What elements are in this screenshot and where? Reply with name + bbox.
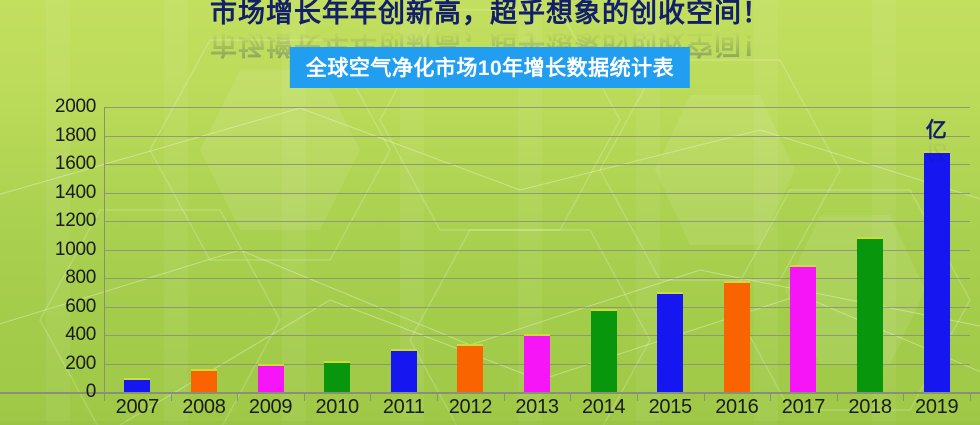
y-axis-label: 400 — [65, 324, 96, 345]
x-axis-label-2011: 2011 — [382, 396, 425, 418]
y-axis-label: 800 — [65, 267, 96, 288]
x-axis-tick — [437, 392, 439, 401]
x-axis-label-2010: 2010 — [315, 396, 359, 418]
bar-2019 — [923, 151, 950, 392]
gridline — [104, 192, 970, 194]
y-axis-label: 1200 — [54, 210, 96, 231]
x-axis-tick — [970, 392, 971, 401]
x-axis-tick — [903, 392, 905, 401]
y-axis-label: 200 — [65, 352, 96, 374]
bottom-edge-strip — [0, 421, 980, 425]
x-axis-tick — [237, 392, 239, 401]
x-axis-tick-labels: 2007 2008 2009 2010 2011 2012 2013 2014 2015 2016… — [104, 396, 970, 424]
gridline — [104, 306, 970, 308]
x-axis-label-2014: 2014 — [581, 396, 626, 418]
x-axis-label-2015: 2015 — [648, 396, 693, 418]
bar-2014 — [590, 309, 617, 392]
headline-text: 市场增长年年创新高，超乎想象的创收空间！ — [210, 0, 770, 28]
x-axis-tick — [570, 392, 572, 401]
bar-2008 — [190, 369, 217, 392]
x-axis-label-2009: 2009 — [248, 396, 293, 418]
y-axis-label: 2000 — [54, 96, 96, 117]
y-axis-label: 600 — [65, 295, 96, 317]
y-axis-line — [104, 107, 105, 394]
bar-2011 — [390, 349, 417, 392]
headline-block: 市场增长年年创新高，超乎想象的创收空间！ 市场增长年年创新高，超乎想象的创收空间… — [0, 0, 980, 59]
x-axis-label-2017: 2017 — [781, 396, 826, 418]
x-axis-label-2016: 2016 — [715, 396, 759, 418]
x-axis-tick — [303, 392, 305, 401]
gridline — [104, 107, 970, 108]
x-axis-tick — [104, 392, 105, 401]
x-axis-tick — [703, 392, 705, 401]
bar-2010 — [324, 360, 351, 392]
x-axis-label-2007: 2007 — [115, 396, 160, 418]
x-axis-label-2008: 2008 — [182, 396, 226, 418]
chart-title-banner: 全球空气净化市场10年增长数据统计表 — [289, 47, 691, 88]
bar-2016 — [723, 280, 750, 392]
gridline — [104, 164, 970, 165]
gridline — [104, 278, 970, 279]
x-axis-label-2018: 2018 — [848, 396, 892, 418]
unit-annotation-label: 亿 — [925, 119, 947, 143]
x-axis-tick — [170, 392, 172, 401]
x-axis-tick — [770, 392, 772, 401]
x-axis-label-2012: 2012 — [448, 396, 493, 418]
y-axis-label: 1400 — [54, 181, 96, 203]
x-axis-tick — [370, 392, 372, 401]
bar-2009 — [257, 363, 284, 392]
gridline — [104, 221, 970, 222]
bar-series — [104, 107, 970, 392]
x-axis-tick — [836, 392, 838, 401]
bar-2012 — [457, 343, 484, 392]
y-axis-tick-labels: 2000 1800 1600 1400 1200 1000 800 600 400 200 0 — [0, 96, 96, 402]
x-axis-line — [0, 392, 980, 394]
x-axis-label-2013: 2013 — [515, 396, 559, 418]
y-axis-label: 1000 — [54, 238, 96, 260]
bar-2018 — [857, 236, 884, 392]
bar-2013 — [524, 333, 550, 392]
x-axis-tick — [503, 392, 505, 401]
unit-annotation-reflection: 亿 — [925, 140, 947, 164]
bar-2007 — [124, 377, 151, 392]
bar-2017 — [790, 265, 817, 392]
y-axis-label: 0 — [85, 381, 97, 402]
bar-2015 — [657, 292, 684, 392]
gridline — [104, 249, 970, 251]
y-axis-label: 1800 — [54, 124, 96, 146]
x-axis-ticks — [104, 392, 971, 401]
x-axis-tick — [636, 392, 638, 401]
gridline — [104, 135, 970, 137]
y-axis-label: 1600 — [54, 153, 96, 174]
x-axis-label-2019: 2019 — [915, 396, 959, 418]
